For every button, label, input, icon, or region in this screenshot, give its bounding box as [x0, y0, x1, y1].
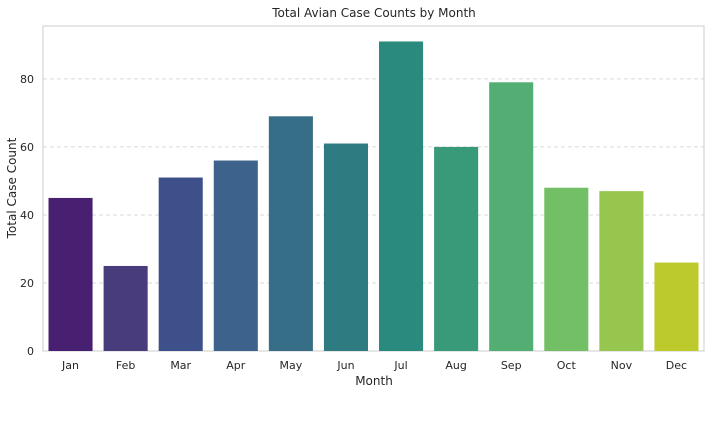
bar-jul: [379, 41, 424, 351]
bar-dec: [654, 262, 699, 351]
x-tick-label: Mar: [170, 359, 191, 372]
bar-jan: [48, 197, 93, 351]
y-tick-label: 40: [20, 209, 34, 222]
x-axis-ticks: Jan Feb Mar Apr May Jun Jul Aug Sep Oct Nov Dec: [61, 359, 687, 372]
y-axis-label: Total Case Count: [5, 137, 19, 239]
x-tick-label: May: [280, 359, 303, 372]
gridlines: [43, 78, 704, 284]
y-tick-label: 80: [20, 73, 34, 86]
x-axis-label: Month: [355, 374, 393, 388]
x-tick-label: Nov: [611, 359, 633, 372]
x-tick-label: Jul: [393, 359, 407, 372]
x-tick-label: Dec: [666, 359, 687, 372]
x-tick-label: Jan: [61, 359, 79, 372]
y-tick-label: 20: [20, 277, 34, 290]
x-tick-label: Sep: [501, 359, 522, 372]
bar-apr: [213, 160, 258, 351]
x-tick-label: Jun: [336, 359, 354, 372]
bar-mar: [158, 177, 203, 351]
y-tick-label: 60: [20, 141, 34, 154]
bar-oct: [544, 187, 589, 351]
y-axis-ticks: 0 20 40 60 80: [20, 73, 34, 358]
y-tick-label: 0: [27, 345, 34, 358]
bar-nov: [599, 191, 644, 351]
bar-sep: [489, 82, 534, 352]
chart-title: Total Avian Case Counts by Month: [271, 6, 476, 20]
bar-aug: [434, 146, 479, 351]
bars: [48, 41, 699, 352]
plot-area-border: [42, 25, 705, 352]
x-tick-label: Apr: [226, 359, 246, 372]
x-tick-label: Aug: [445, 359, 466, 372]
x-tick-label: Oct: [557, 359, 577, 372]
x-tick-label: Feb: [116, 359, 135, 372]
bar-jun: [323, 143, 368, 351]
bar-feb: [103, 265, 148, 351]
bar-may: [268, 116, 313, 351]
